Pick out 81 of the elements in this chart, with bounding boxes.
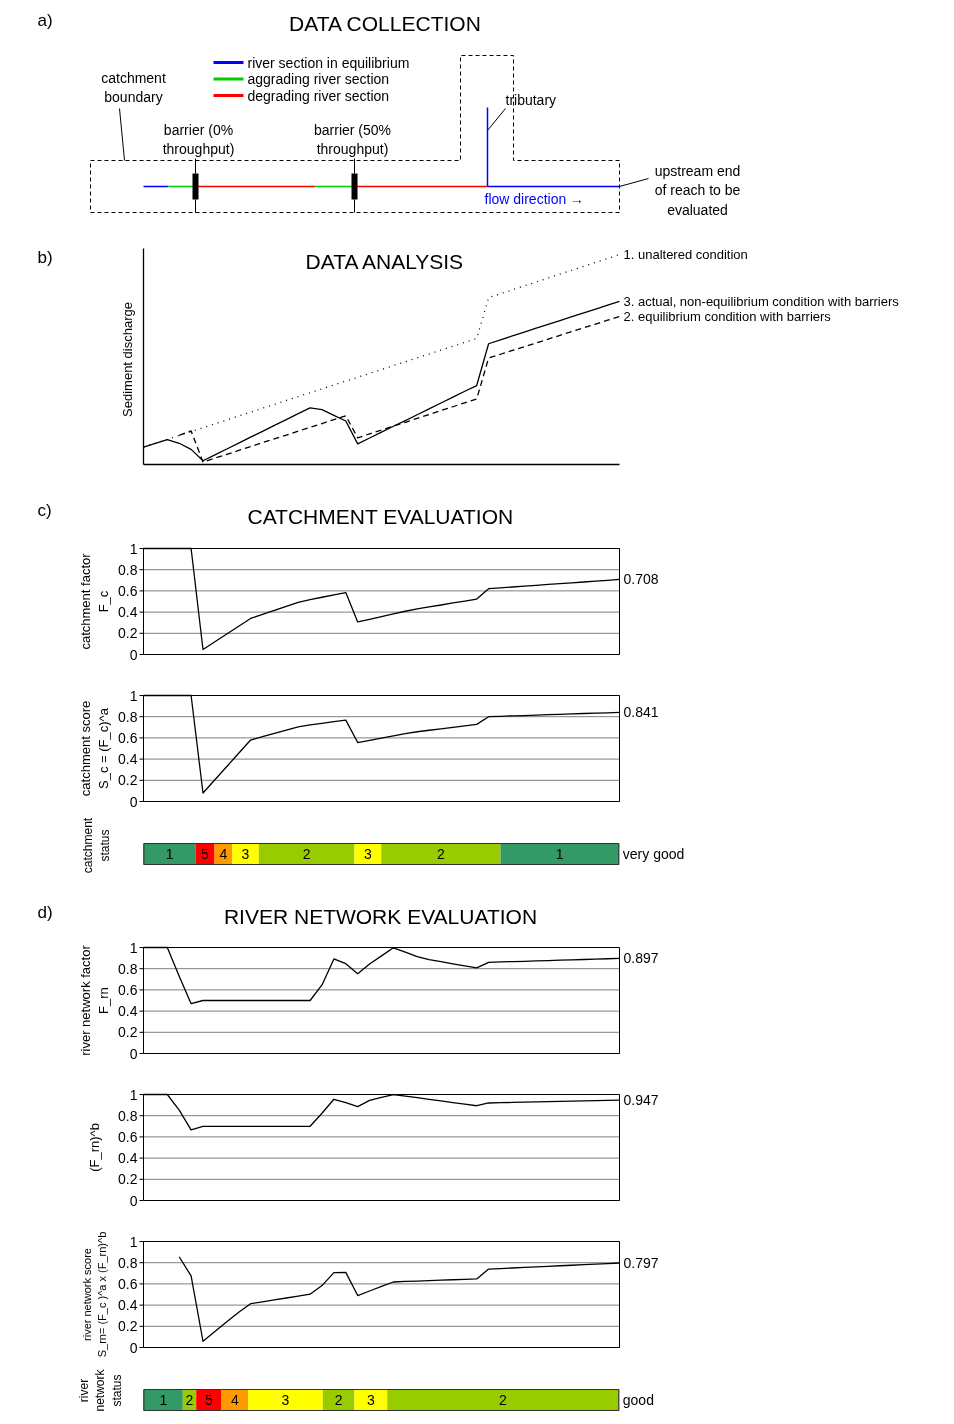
y-tick-label: 0.4 [118, 604, 138, 621]
y-tick-label: 1 [129, 1086, 138, 1103]
text: 0.897 [623, 950, 659, 967]
y-axis-title: river network factor F_rn [78, 944, 111, 1056]
text: very good [622, 846, 685, 862]
y-tick-label: 0.8 [118, 1107, 138, 1124]
y-tick-label: 0.8 [118, 708, 138, 725]
text: 0.708 [623, 571, 659, 588]
y-tick-label: 0.2 [118, 1024, 138, 1041]
text: DATA COLLECTION [289, 12, 481, 35]
legend-label: degrading river section [247, 87, 390, 104]
y-tick-label: 0.4 [118, 1003, 138, 1020]
text: 3 [366, 1392, 375, 1408]
y-tick-label: 0 [129, 1192, 138, 1209]
text: catchment boundary [101, 69, 166, 106]
y-tick-label: 0 [129, 646, 138, 663]
text: barrier (0% throughput) [162, 121, 235, 158]
text: flow direction → [484, 190, 585, 207]
text: d) [37, 903, 53, 922]
text: 5 [201, 846, 210, 862]
y-tick-label: 1 [129, 540, 138, 557]
y-tick-label: 0.8 [118, 1254, 138, 1271]
chart-title: RIVER NETWORK EVALUATION [223, 905, 538, 928]
y-axis-title: river network score S_rn= (F_c )^a x (F_rn)^b [81, 1231, 108, 1358]
y-tick-label: 0.8 [118, 561, 138, 578]
text: 2 [185, 1392, 194, 1408]
y-tick-label: 0.6 [118, 729, 138, 746]
text: 1 [555, 846, 564, 862]
text: 0.797 [623, 1255, 659, 1272]
y-tick-label: 0.6 [118, 981, 138, 998]
y-tick-label: 0.2 [118, 1318, 138, 1335]
y-tick-label: 1 [129, 1233, 138, 1250]
y-tick-label: 0.2 [118, 625, 138, 642]
series-label: 2. equilibrium condition with barriers [623, 308, 832, 324]
text: 2 [334, 1392, 343, 1408]
y-axis-title: Sediment discharge [120, 302, 135, 417]
y-tick-label: 0 [129, 1045, 138, 1062]
y-tick-label: 0 [129, 1339, 138, 1356]
legend-label: aggrading river section [247, 71, 390, 87]
text: tributary [505, 91, 557, 108]
y-axis-title: catchment score S_c = (F_c)^a [78, 700, 111, 797]
text: 1 [159, 1392, 168, 1408]
y-tick-label: 0.8 [118, 960, 138, 977]
text: a) [37, 11, 53, 30]
text: 5 [204, 1392, 213, 1408]
y-tick-label: 0.4 [118, 1297, 138, 1314]
text: 2 [436, 846, 445, 862]
y-tick-label: 1 [129, 687, 138, 704]
y-axis-title: catchment factor F_c [78, 552, 111, 650]
text: 3 [363, 846, 372, 862]
text: river network status [76, 1368, 125, 1412]
y-tick-label: 0.2 [118, 772, 138, 789]
text: 4 [219, 846, 228, 862]
text: barrier (50% throughput) [313, 121, 392, 158]
text: catchment status [81, 817, 112, 874]
text: 2 [499, 1392, 508, 1408]
text: 1 [165, 846, 174, 862]
text: 2 [302, 846, 311, 862]
text: b) [37, 248, 53, 267]
text: c) [37, 501, 52, 520]
text: 0.841 [623, 704, 659, 721]
y-tick-label: 0.4 [118, 1150, 138, 1167]
text: 3 [281, 1392, 290, 1408]
y-tick-label: 1 [129, 939, 138, 956]
text: 3 [241, 846, 250, 862]
text: 0.947 [623, 1092, 659, 1109]
series-label: 1. unaltered condition [623, 247, 748, 262]
y-axis-title: (F_rn)^b [87, 1123, 102, 1172]
y-tick-label: 0.6 [118, 582, 138, 599]
series-label: 3. actual, non-equilibrium condition with barriers [623, 293, 900, 309]
chart-title: CATCHMENT EVALUATION [247, 505, 514, 528]
y-tick-label: 0.6 [118, 1275, 138, 1292]
text: 4 [230, 1392, 239, 1408]
y-tick-label: 0.4 [118, 751, 138, 768]
y-tick-label: 0.2 [118, 1171, 138, 1188]
y-tick-label: 0 [129, 793, 138, 810]
text: upstream end of reach to be evaluated [654, 163, 741, 218]
y-tick-label: 0.6 [118, 1128, 138, 1145]
chart-title: DATA ANALYSIS [305, 250, 464, 273]
text: good [622, 1392, 654, 1408]
legend-label: river section in equilibrium [247, 54, 410, 71]
